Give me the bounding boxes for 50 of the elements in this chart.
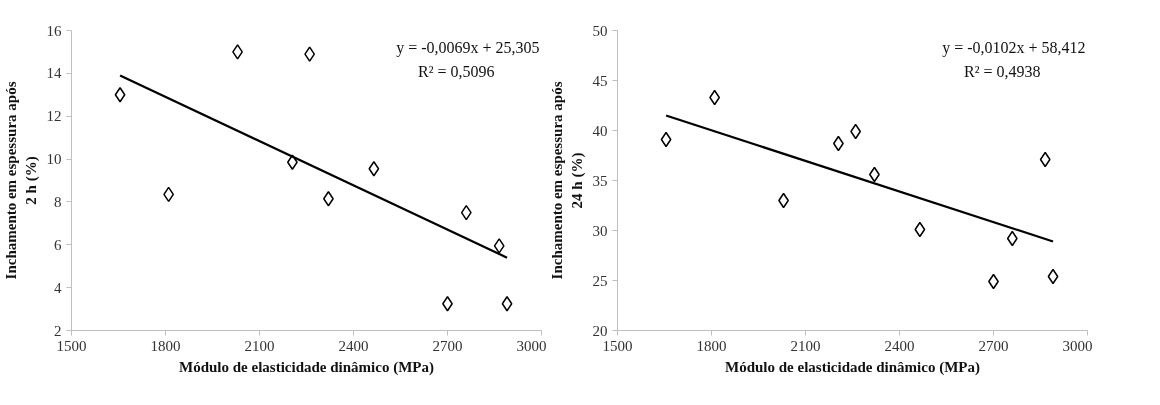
y-tick-label: 40 <box>592 122 608 139</box>
x-axis-title: Módulo de elasticidade dinâmico (MPa) <box>725 358 981 376</box>
y-tick-label: 45 <box>592 72 608 89</box>
x-axis-title: Módulo de elasticidade dinâmico (MPa) <box>179 358 435 376</box>
x-tick-label: 3000 <box>516 337 547 354</box>
y-axis-title: Inchamento em espessura após 24 h (%) <box>549 81 586 280</box>
y-tick-label: 12 <box>46 108 62 125</box>
y-tick-label: 8 <box>54 193 62 210</box>
annotation: R² = 0,5096 <box>418 62 495 80</box>
x-tick-label: 1500 <box>602 337 633 354</box>
point <box>914 221 926 238</box>
point <box>460 204 472 221</box>
point <box>1047 268 1059 285</box>
point <box>1006 230 1018 247</box>
x-tick-label: 2700 <box>432 337 463 354</box>
point <box>163 186 175 203</box>
x-tick-label: 2700 <box>978 337 1009 354</box>
y-tick-label: 14 <box>46 65 62 82</box>
annotation: R² = 0,4938 <box>964 62 1041 80</box>
point <box>304 46 316 62</box>
y-tick-label: 30 <box>592 222 608 239</box>
x-tick-label: 1800 <box>150 337 181 354</box>
x-tick-label: 2400 <box>884 337 915 354</box>
point <box>368 160 380 177</box>
annotation: y = -0,0102x + 58,412 <box>942 38 1086 57</box>
y-tick-label: 35 <box>592 172 608 189</box>
point <box>709 89 721 106</box>
x-tick-label: 2400 <box>338 337 369 354</box>
x-tick-label: 2100 <box>244 337 275 354</box>
x-tick-label: 2100 <box>790 337 821 354</box>
x-tick-label: 1800 <box>696 337 727 354</box>
x-tick-label: 3000 <box>1062 337 1093 354</box>
y-tick-label: 4 <box>54 279 62 296</box>
point <box>850 123 862 140</box>
point <box>114 87 126 103</box>
point <box>1039 151 1051 168</box>
x-tick-label: 1500 <box>56 337 87 354</box>
y-tick-label: 50 <box>592 22 608 39</box>
y-tick-label: 10 <box>46 151 62 168</box>
point <box>501 295 513 312</box>
y-tick-label: 20 <box>592 322 608 339</box>
y-tick-label: 6 <box>54 236 62 253</box>
y-axis-title: Inchamento em espessura após 2 h (%) <box>3 81 40 280</box>
point <box>832 135 844 152</box>
y-tick-label: 25 <box>592 272 608 289</box>
point <box>493 238 505 254</box>
y-tick-label: 16 <box>46 22 62 39</box>
annotation: y = -0,0069x + 25,305 <box>396 38 540 57</box>
y-tick-label: 2 <box>54 322 62 339</box>
point <box>660 131 672 148</box>
